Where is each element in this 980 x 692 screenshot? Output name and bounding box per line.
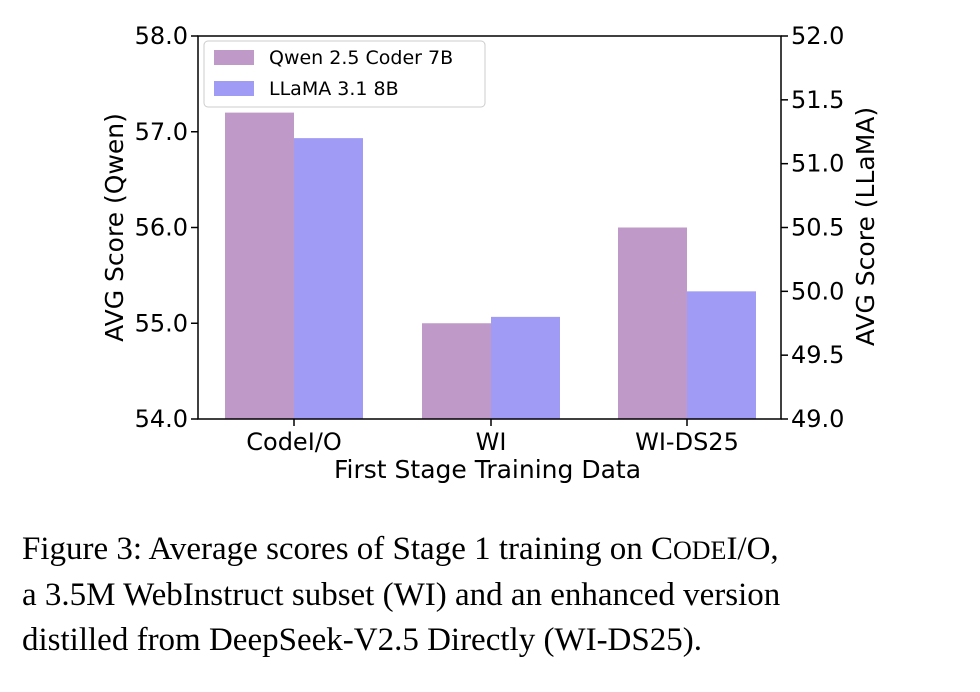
y-right-tick-label: 49.0 bbox=[791, 405, 844, 433]
y-right-tick-label: 51.0 bbox=[791, 150, 844, 178]
caption-code-c: C bbox=[650, 531, 673, 567]
x-tick-label: CodeI/O bbox=[246, 428, 342, 456]
y-left-tick-label: 57.0 bbox=[135, 118, 188, 146]
figure-caption: Figure 3: Average scores of Stage 1 trai… bbox=[22, 527, 972, 663]
caption-code-ode: ODE bbox=[673, 536, 727, 565]
bar-qwen-wi-ds25 bbox=[618, 227, 687, 419]
caption-line-1-text: Figure 3: Average scores of Stage 1 trai… bbox=[22, 531, 651, 567]
legend: Qwen 2.5 Coder 7B LLaMA 3.1 8B bbox=[203, 40, 486, 108]
y-right-tick-label: 50.0 bbox=[791, 277, 844, 305]
y-right-tick-label: 50.5 bbox=[791, 214, 844, 242]
bar-qwen-wi bbox=[422, 323, 491, 419]
caption-line-1: Figure 3: Average scores of Stage 1 trai… bbox=[22, 531, 779, 567]
bar-llama-wi bbox=[491, 316, 560, 419]
legend-label-qwen: Qwen 2.5 Coder 7B bbox=[269, 47, 453, 69]
y-left-axis-label: AVG Score (Qwen) bbox=[100, 113, 129, 342]
caption-line-2: a 3.5M WebInstruct subset (WI) and an en… bbox=[22, 577, 781, 613]
bar-llama-wi-ds25 bbox=[687, 291, 756, 419]
y-right-tick-label: 51.5 bbox=[791, 86, 844, 114]
legend-label-llama: LLaMA 3.1 8B bbox=[269, 78, 399, 100]
caption-line-3: distilled from DeepSeek-V2.5 Directly (W… bbox=[22, 622, 702, 658]
y-right-tick-label: 49.5 bbox=[791, 341, 844, 369]
x-axis-label: First Stage Training Data bbox=[334, 455, 641, 484]
legend-swatch-qwen bbox=[214, 50, 254, 65]
bar-llama-codei-o bbox=[294, 138, 363, 419]
bar-qwen-codei-o bbox=[225, 112, 294, 419]
axes-group: 54.0 55.0 56.0 57.0 58.0 49.0 49.5 50.0 50.5 51.0… bbox=[100, 22, 880, 484]
legend-box bbox=[203, 40, 486, 108]
x-tick-label: WI-DS25 bbox=[635, 428, 739, 456]
y-left-tick-label: 54.0 bbox=[135, 405, 188, 433]
bars-group bbox=[225, 112, 756, 419]
caption-code-io: I/O, bbox=[726, 531, 779, 567]
y-left-tick-label: 55.0 bbox=[135, 309, 188, 337]
y-left-tick-label: 58.0 bbox=[135, 22, 188, 50]
y-right-axis-label: AVG Score (LLaMA) bbox=[851, 107, 880, 346]
legend-swatch-llama bbox=[214, 81, 254, 96]
x-tick-label: WI bbox=[476, 428, 507, 456]
y-right-tick-label: 52.0 bbox=[791, 22, 844, 50]
y-left-tick-label: 56.0 bbox=[135, 214, 188, 242]
